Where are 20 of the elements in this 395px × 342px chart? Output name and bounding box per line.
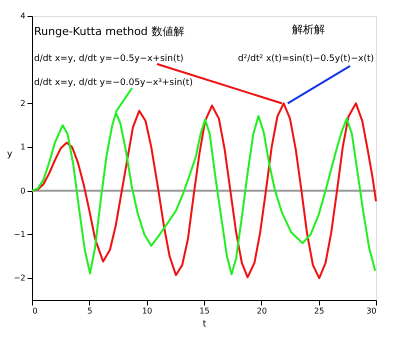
x-tick-label: 10 [142, 306, 152, 316]
x-axis-title: t [202, 320, 207, 330]
y-tick-label: −1 [14, 230, 26, 239]
x-tick-label: 30 [366, 306, 376, 316]
y-tick-label: 0 [20, 186, 26, 196]
y-tick-label: 1 [20, 142, 26, 152]
annotation: d/dt x=y, d/dt y=−0.05y−x³+sin(t) [34, 78, 193, 88]
annotation: d²/dt² x(t)=sin(t)−0.5y(t)−x(t) [238, 54, 374, 64]
y-tick-label: 2 [20, 98, 26, 108]
x-tick-label: 15 [199, 306, 210, 316]
x-tick-label: 5 [87, 306, 92, 316]
annotation: 解析解 [292, 23, 325, 36]
y-axis-title: y [7, 150, 14, 160]
x-tick-label: 0 [32, 306, 38, 316]
annotation: d/dt x=y, d/dt y=−0.5y−x+sin(t) [34, 54, 184, 64]
annotation: Runge-Kutta method 数値解 [34, 25, 184, 38]
x-tick-label: 25 [314, 306, 324, 316]
y-tick-label: −2 [14, 274, 26, 283]
y-tick-label: 4 [20, 12, 26, 20]
x-tick-label: 20 [256, 306, 267, 316]
